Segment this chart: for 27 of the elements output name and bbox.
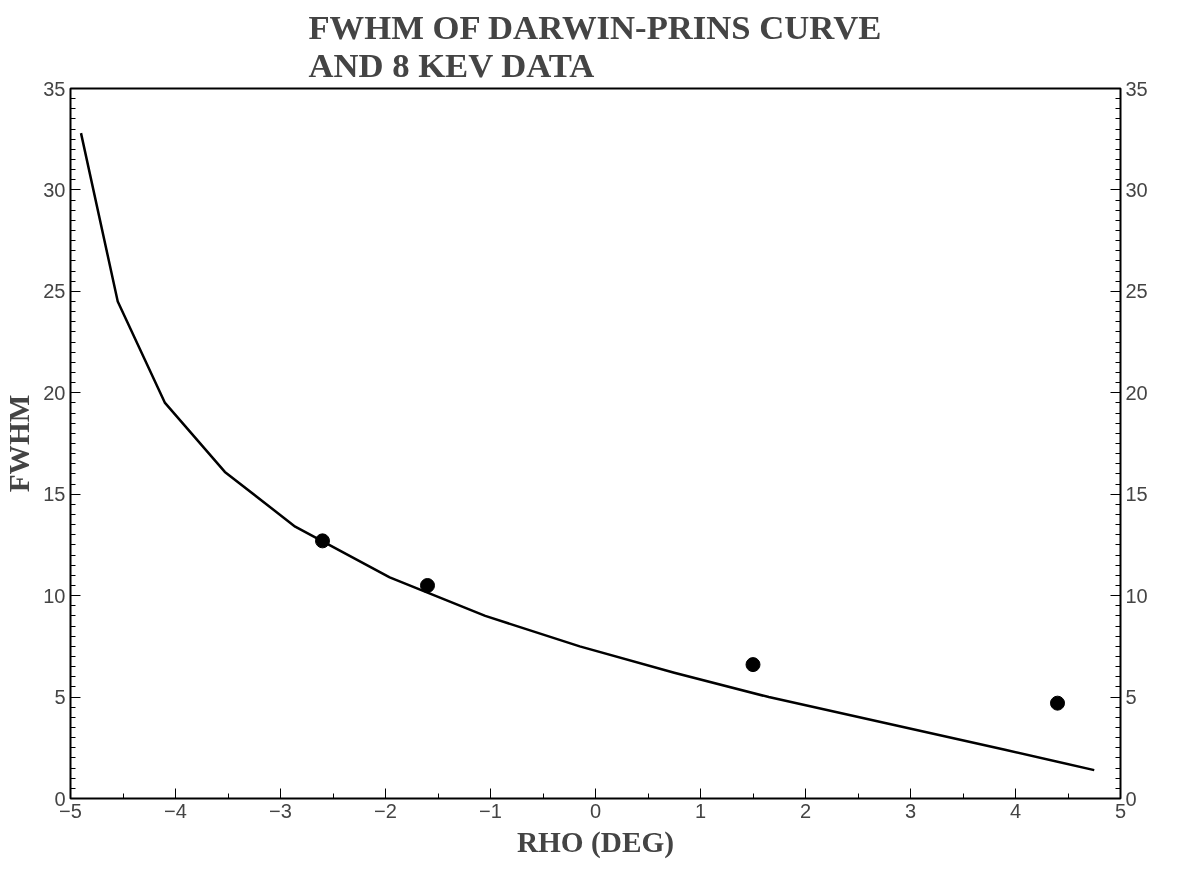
x-tick-label: 2 — [799, 799, 812, 822]
chart-title: FWHM OF DARWIN-PRINS CURVE AND 8 KEV DATA — [308, 7, 882, 84]
y2-tick-label: 30 — [1125, 178, 1148, 201]
x-tick-label: 0 — [589, 799, 602, 822]
x-tick-label: −1 — [479, 799, 502, 822]
y2-tick-label: 15 — [1125, 483, 1148, 506]
x-axis-title: RHO (DEG) — [516, 825, 675, 859]
y-tick-label: 10 — [43, 584, 66, 607]
y-tick-label: 5 — [54, 686, 66, 709]
y2-tick-label: 35 — [1125, 77, 1148, 100]
x-tick-label: 5 — [1114, 799, 1127, 822]
y2-tick-label: 20 — [1125, 381, 1148, 404]
x-tick-label: 3 — [904, 799, 917, 822]
y-axis-title: FWHM — [3, 394, 36, 493]
x-tick-label: 1 — [694, 799, 707, 822]
y-tick-label: 35 — [43, 77, 66, 100]
x-tick-label: −2 — [374, 799, 397, 822]
y-tick-label: 25 — [43, 280, 66, 303]
y2-tick-label: 25 — [1125, 280, 1148, 303]
x-tick-label: −4 — [164, 799, 187, 822]
y-tick-label: 15 — [43, 483, 66, 506]
x-tick-label: 4 — [1009, 799, 1022, 822]
y2-tick-label: 5 — [1125, 686, 1137, 709]
y-tick-label: 30 — [43, 178, 66, 201]
y2-tick-label: 10 — [1125, 584, 1148, 607]
x-tick-label: −3 — [269, 799, 292, 822]
y-tick-label: 20 — [43, 381, 66, 404]
